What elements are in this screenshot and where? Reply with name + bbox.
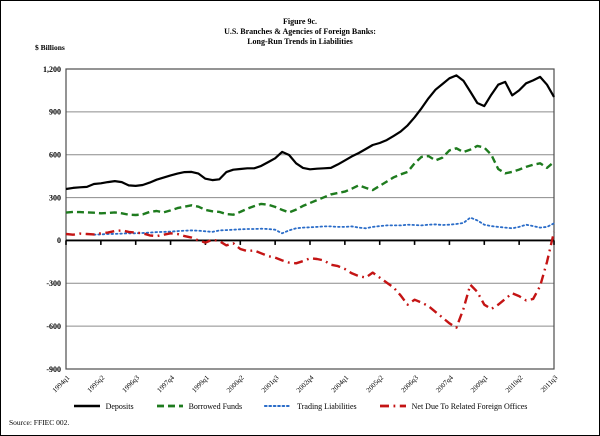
series-line-borrowed-funds bbox=[65, 144, 555, 217]
net-due-line-sample bbox=[379, 404, 406, 408]
y-tick-label: 600 bbox=[49, 151, 61, 160]
y-tick-label: -300 bbox=[46, 279, 61, 288]
series-line-deposits bbox=[65, 74, 555, 191]
source-note: Source: FFIEC 002. bbox=[9, 418, 70, 427]
chart-title: Figure 9c. U.S. Branches & Agencies of F… bbox=[1, 17, 599, 47]
y-tick-label: 1,200 bbox=[43, 65, 61, 74]
x-tick-label: 1994q1 bbox=[51, 373, 72, 394]
x-tick-label: 2002q4 bbox=[295, 373, 316, 394]
x-tick-label: 2006q3 bbox=[399, 373, 420, 394]
x-tick-label: 1996q3 bbox=[121, 373, 142, 394]
series-line-trading-liabilities bbox=[93, 216, 555, 236]
y-tick-label: 900 bbox=[49, 108, 61, 117]
x-tick-label: 2001q3 bbox=[260, 373, 281, 394]
x-tick-label: 1999q1 bbox=[190, 373, 211, 394]
x-tick-label: 2007q4 bbox=[434, 373, 455, 394]
legend-item-deposits: Deposits bbox=[73, 401, 134, 411]
y-tick-label: -600 bbox=[46, 322, 61, 331]
legend-item-net-due: Net Due To Related Foreign Offices bbox=[379, 401, 528, 411]
deposits-line-sample bbox=[73, 404, 100, 408]
y-tick-label: 0 bbox=[57, 236, 61, 245]
plot-border bbox=[65, 68, 555, 370]
chart-title-line-3: Long-Run Trends in Liabilities bbox=[247, 37, 353, 46]
x-tick-label: 2000q2 bbox=[225, 373, 246, 394]
chart-title-line-2: U.S. Branches & Agencies of Foreign Bank… bbox=[224, 27, 376, 36]
y-axis-title: $ Billions bbox=[35, 43, 65, 52]
legend-item-trading-liabilities: Trading Liabilities bbox=[264, 401, 357, 411]
x-tick-label: 2004q1 bbox=[330, 373, 351, 394]
legend: Deposits Borrowed Funds Trading Liabilit… bbox=[1, 401, 599, 411]
series-line-net-due-to-related-foreign-offices bbox=[65, 229, 556, 329]
y-tick-label: 300 bbox=[49, 193, 61, 202]
x-tick-label: 2011q3 bbox=[539, 373, 560, 394]
legend-label-borrowed-funds: Borrowed Funds bbox=[188, 401, 243, 411]
x-tick-label: 2009q1 bbox=[469, 373, 490, 394]
chart-title-line-1: Figure 9c. bbox=[282, 17, 318, 26]
y-tick-label: -900 bbox=[46, 365, 61, 374]
x-tick-label: 2010q2 bbox=[504, 373, 525, 394]
legend-item-borrowed-funds: Borrowed Funds bbox=[156, 401, 243, 411]
legend-label-net-due: Net Due To Related Foreign Offices bbox=[411, 401, 528, 411]
legend-label-deposits: Deposits bbox=[105, 401, 134, 411]
borrowed-funds-line-sample bbox=[156, 404, 183, 408]
x-tick-label: 2005q2 bbox=[365, 373, 386, 394]
x-tick-label: 1995q2 bbox=[86, 373, 107, 394]
trading-liabilities-line-sample bbox=[264, 404, 293, 408]
x-tick-label: 1997q4 bbox=[155, 373, 176, 394]
legend-label-trading-liabilities: Trading Liabilities bbox=[297, 401, 357, 411]
